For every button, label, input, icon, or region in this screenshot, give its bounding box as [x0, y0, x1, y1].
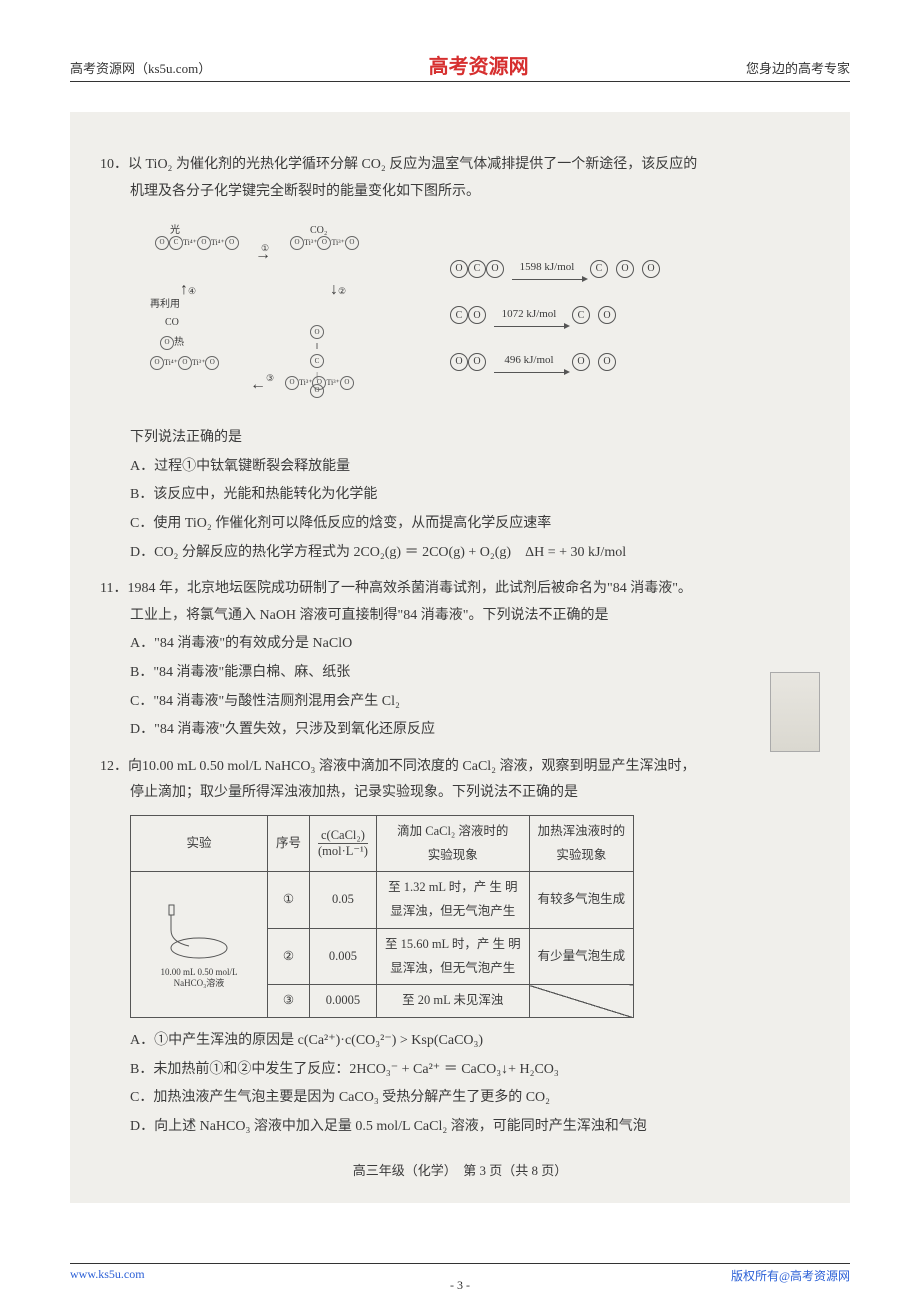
experiment-table: 实验 序号 c(CaCl₂) (mol·L⁻¹) 滴加 CaCl₂ 溶液时的 实… [130, 815, 634, 1018]
row2-obs1: 至 15.60 mL 时，产 生 明 显浑浊，但无气泡产生 [376, 928, 529, 985]
q12-opt-b: B．未加热前①和②中发生了反应：2HCO₃⁻ + Ca²⁺ ＝ CaCO₃↓+ … [130, 1057, 820, 1084]
apparatus-cell: 10.00 mL 0.50 mol/L NaHCO₃溶液 [131, 872, 268, 1018]
page: 高考资源网（ks5u.com） 高考资源网 您身边的高考专家 10．以 TiO₂… [0, 0, 920, 1302]
co-label: CO [165, 313, 179, 332]
bond-energy-diagram: OCO 1598 kJ/mol C O O CO 1072 kJ/mol C O… [440, 245, 700, 385]
row1-obs1: 至 1.32 mL 时，产 生 明 显浑浊，但无气泡产生 [376, 872, 529, 929]
energy-row-co2: OCO 1598 kJ/mol C O O [450, 257, 700, 280]
arrow-4-up: ↑④ [180, 275, 196, 305]
ti-row-bot-left: OTi⁴⁺OTi³⁺O [150, 355, 219, 370]
row1-idx: ① [268, 872, 310, 929]
arrow-3: ←③ [250, 370, 274, 400]
header-left: 高考资源网（ks5u.com） [70, 58, 211, 77]
q11-opt-d: D．"84 消毒液"久置失效，只涉及到氧化还原反应 [130, 717, 820, 744]
bottle-thumbnail-icon [770, 672, 820, 752]
th-experiment: 实验 [131, 815, 268, 872]
outer-footer: www.ks5u.com - 3 - 版权所有@高考资源网 [70, 1263, 850, 1284]
q11-opt-c: C．"84 消毒液"与酸性洁厕剂混用会产生 Cl₂ [130, 689, 820, 716]
q12-opt-a: A．①中产生浑浊的原因是 c(Ca²⁺)·c(CO₃²⁻) > Ksp(CaCO… [130, 1028, 820, 1055]
q10-diagrams: 光 OCTi⁴⁺OTi⁴⁺O CO₂ OTi³⁺OTi³⁺O →① ↑④ ↓② … [140, 215, 820, 415]
inner-page-footer: 高三年级（化学） 第 3 页（共 8 页） [100, 1159, 820, 1184]
q11-number: 11． [100, 581, 127, 596]
row1-conc: 0.05 [310, 872, 377, 929]
question-10: 10．以 TiO₂ 为催化剂的光热化学循环分解 CO₂ 反应为温室气体减排提供了… [100, 152, 820, 566]
q11-opt-b: B．"84 消毒液"能漂白棉、麻、纸张 [130, 660, 820, 687]
q10-stem: 10．以 TiO₂ 为催化剂的光热化学循环分解 CO₂ 反应为温室气体减排提供了… [100, 152, 820, 179]
q11-stem: 11．1984 年，北京地坛医院成功研制了一种高效杀菌消毒试剂，此试剂后被命名为… [100, 576, 820, 603]
energy-row-co: CO 1072 kJ/mol C O [450, 304, 700, 327]
arrow-1: →① [255, 240, 279, 270]
q10-lead: 下列说法正确的是 [130, 425, 820, 452]
q10-opt-c: C．使用 TiO₂ 作催化剂可以降低反应的焓变，从而提高化学反应速率 [130, 511, 820, 538]
energy-row-o2: OO 496 kJ/mol O O [450, 350, 700, 373]
row3-conc: 0.0005 [310, 985, 377, 1018]
q12-stem: 12．向10.00 mL 0.50 mol/L NaHCO₃ 溶液中滴加不同浓度… [100, 754, 820, 781]
q11-stem2: 工业上，将氯气通入 NaOH 溶液可直接制得"84 消毒液"。下列说法不正确的是 [130, 603, 820, 630]
reuse-label: 再利用 [150, 295, 180, 314]
q10-opt-a: A．过程①中钛氧键断裂会释放能量 [130, 454, 820, 481]
row2-idx: ② [268, 928, 310, 985]
q12-opt-d: D．向上述 NaHCO₃ 溶液中加入足量 0.5 mol/L CaCl₂ 溶液，… [130, 1114, 820, 1141]
table-row: 10.00 mL 0.50 mol/L NaHCO₃溶液 ① 0.05 至 1.… [131, 872, 634, 929]
heat-label: O热 [160, 333, 184, 352]
th-conc: c(CaCl₂) (mol·L⁻¹) [310, 815, 377, 872]
row3-obs2-empty [529, 985, 634, 1018]
q10-opt-d: D．CO₂ 分解反应的热化学方程式为 2CO₂(g) ＝ 2CO(g) + O₂… [130, 540, 820, 567]
mechanism-diagram: 光 OCTi⁴⁺OTi⁴⁺O CO₂ OTi³⁺OTi³⁺O →① ↑④ ↓② … [140, 215, 410, 415]
q10-opt-b: B．该反应中，光能和热能转化为化学能 [130, 482, 820, 509]
row3-idx: ③ [268, 985, 310, 1018]
q10-stem2: 机理及各分子化学键完全断裂时的能量变化如下图所示。 [130, 179, 820, 206]
row3-obs1: 至 20 mL 未见浑浊 [376, 985, 529, 1018]
ti-row-top-left: OCTi⁴⁺OTi⁴⁺O [155, 235, 239, 250]
q10-number: 10． [100, 157, 128, 172]
th-obs2: 加热浑浊液时的 实验现象 [529, 815, 634, 872]
row1-obs2: 有较多气泡生成 [529, 872, 634, 929]
row2-conc: 0.005 [310, 928, 377, 985]
q12-opt-c: C．加热浊液产生气泡主要是因为 CaCO₃ 受热分解产生了更多的 CO₂ [130, 1085, 820, 1112]
q11-opt-a: A．"84 消毒液"的有效成分是 NaClO [130, 631, 820, 658]
q12-stem2: 停止滴加；取少量所得浑浊液加热，记录实验现象。下列说法不正确的是 [130, 780, 820, 807]
page-header: 高考资源网（ks5u.com） 高考资源网 您身边的高考专家 [70, 50, 850, 82]
header-right: 您身边的高考专家 [746, 58, 850, 77]
ti-row-bot-right: OTi³⁺OTi³⁺O [285, 375, 354, 390]
footer-url[interactable]: www.ks5u.com [70, 1267, 145, 1284]
ti-row-top-right: OTi³⁺OTi³⁺O [290, 235, 359, 250]
arrow-2-down: ↓② [330, 275, 346, 305]
table-header-row: 实验 序号 c(CaCl₂) (mol·L⁻¹) 滴加 CaCl₂ 溶液时的 实… [131, 815, 634, 872]
footer-copyright: 版权所有@高考资源网 [731, 1267, 850, 1284]
th-obs1: 滴加 CaCl₂ 溶液时的 实验现象 [376, 815, 529, 872]
question-12: 12．向10.00 mL 0.50 mol/L NaHCO₃ 溶液中滴加不同浓度… [100, 754, 820, 1141]
q12-number: 12． [100, 759, 128, 774]
row2-obs2: 有少量气泡生成 [529, 928, 634, 985]
header-brand: 高考资源网 [429, 50, 529, 79]
th-index: 序号 [268, 815, 310, 872]
apparatus-icon: 10.00 mL 0.50 mol/L NaHCO₃溶液 [139, 900, 259, 990]
scan-content: 10．以 TiO₂ 为催化剂的光热化学循环分解 CO₂ 反应为温室气体减排提供了… [70, 112, 850, 1203]
footer-page-number: - 3 - [450, 1278, 470, 1293]
question-11: 11．1984 年，北京地坛医院成功研制了一种高效杀菌消毒试剂，此试剂后被命名为… [100, 576, 820, 744]
